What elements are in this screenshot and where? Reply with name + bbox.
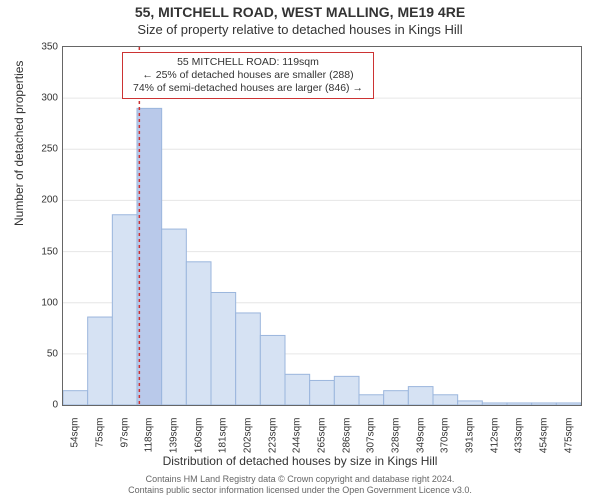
bars (63, 108, 581, 405)
y-tick: 300 (26, 93, 58, 104)
x-tick: 181sqm (218, 418, 229, 478)
bar (137, 108, 162, 405)
x-tick: 139sqm (169, 418, 180, 478)
bar (458, 401, 483, 405)
x-tick: 454sqm (539, 418, 550, 478)
x-tick: 412sqm (489, 418, 500, 478)
bar (260, 335, 285, 405)
x-tick: 328sqm (391, 418, 402, 478)
x-tick: 265sqm (317, 418, 328, 478)
bar (112, 215, 137, 405)
x-tick: 391sqm (465, 418, 476, 478)
x-tick: 433sqm (514, 418, 525, 478)
x-tick: 223sqm (267, 418, 278, 478)
bar (211, 292, 236, 405)
footer-line-2: Contains public sector information licen… (0, 485, 600, 496)
plot-area (62, 46, 582, 406)
page-title: 55, MITCHELL ROAD, WEST MALLING, ME19 4R… (0, 4, 600, 20)
bar (310, 380, 335, 405)
bar (236, 313, 261, 405)
bar (334, 376, 359, 405)
bar (162, 229, 187, 405)
footer: Contains HM Land Registry data © Crown c… (0, 474, 600, 496)
chart-root: 55, MITCHELL ROAD, WEST MALLING, ME19 4R… (0, 0, 600, 500)
y-tick: 150 (26, 246, 58, 257)
y-tick: 100 (26, 297, 58, 308)
bar (482, 403, 507, 405)
bar (285, 374, 310, 405)
bar (186, 262, 211, 405)
chart-svg (63, 47, 581, 405)
x-tick: 118sqm (144, 418, 155, 478)
x-tick: 286sqm (341, 418, 352, 478)
bar (433, 395, 458, 405)
y-axis-label: Number of detached properties (12, 61, 26, 226)
y-tick: 350 (26, 42, 58, 53)
x-axis-label: Distribution of detached houses by size … (0, 454, 600, 468)
x-tick: 97sqm (119, 418, 130, 478)
bar (556, 403, 581, 405)
x-tick: 160sqm (193, 418, 204, 478)
x-tick: 475sqm (563, 418, 574, 478)
bar (507, 403, 532, 405)
x-tick: 244sqm (292, 418, 303, 478)
bar (359, 395, 384, 405)
x-tick: 75sqm (95, 418, 106, 478)
x-tick: 370sqm (440, 418, 451, 478)
y-tick: 50 (26, 348, 58, 359)
x-tick: 349sqm (415, 418, 426, 478)
bar (408, 387, 433, 405)
bar (88, 317, 113, 405)
annotation-line-3: 74% of semi-detached houses are larger (… (133, 82, 363, 95)
x-tick: 307sqm (366, 418, 377, 478)
page-subtitle: Size of property relative to detached ho… (0, 22, 600, 37)
y-tick: 200 (26, 195, 58, 206)
y-tick: 0 (26, 400, 58, 411)
annotation-line-2: ← 25% of detached houses are smaller (28… (133, 69, 363, 82)
y-tick: 250 (26, 144, 58, 155)
bar (384, 391, 409, 405)
x-tick: 202sqm (243, 418, 254, 478)
annotation-box: 55 MITCHELL ROAD: 119sqm ← 25% of detach… (122, 52, 374, 99)
bar (532, 403, 557, 405)
x-tick: 54sqm (70, 418, 81, 478)
annotation-line-1: 55 MITCHELL ROAD: 119sqm (133, 56, 363, 69)
bar (63, 391, 88, 405)
footer-line-1: Contains HM Land Registry data © Crown c… (0, 474, 600, 485)
